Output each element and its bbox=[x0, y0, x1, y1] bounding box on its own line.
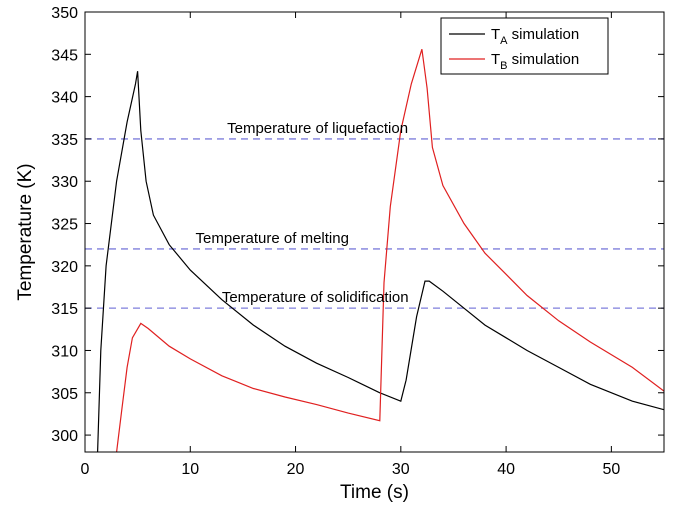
y-tick-label: 305 bbox=[51, 386, 78, 403]
y-tick-label: 350 bbox=[51, 5, 78, 22]
x-tick-label: 0 bbox=[81, 461, 90, 478]
x-axis-label: Time (s) bbox=[340, 482, 409, 503]
series-lines bbox=[97, 49, 664, 452]
y-tick-label: 325 bbox=[51, 217, 78, 234]
series-line bbox=[97, 71, 664, 452]
legend-box bbox=[440, 17, 609, 75]
y-tick-label: 335 bbox=[51, 132, 78, 149]
y-tick-label: 320 bbox=[51, 259, 78, 276]
y-axis-label: Temperature (K) bbox=[15, 163, 36, 300]
reference-labels: Temperature of liquefaction Temperature o… bbox=[196, 120, 409, 306]
reference-lines bbox=[85, 138, 664, 309]
y-tick-label: 300 bbox=[51, 428, 78, 445]
reference-line-label: Temperature of melting bbox=[196, 230, 349, 247]
plot-frame bbox=[84, 11, 665, 453]
y-tick-label: 340 bbox=[51, 90, 78, 107]
x-tick-label: 40 bbox=[497, 461, 515, 478]
legend-text: simulation bbox=[508, 26, 580, 43]
x-tick-label: 10 bbox=[181, 461, 199, 478]
reference-line-label: Temperature of liquefaction bbox=[227, 120, 408, 137]
legend-entry: TA simulation bbox=[491, 26, 579, 47]
y-tick-label: 330 bbox=[51, 174, 78, 191]
y-tick-label: 345 bbox=[51, 47, 78, 64]
legend-subscript: B bbox=[500, 60, 507, 72]
legend-symbol: T bbox=[491, 26, 500, 43]
series-line bbox=[116, 49, 664, 452]
legend-entry: TB simulation bbox=[491, 51, 579, 72]
axis-ticks: 0 10 20 30 40 50 300 305 310 315 320 325 330 335 340 34… bbox=[51, 5, 664, 478]
x-tick-label: 20 bbox=[287, 461, 305, 478]
legend-text: simulation bbox=[508, 51, 580, 68]
legend-symbol: T bbox=[491, 51, 500, 68]
x-tick-label: 30 bbox=[392, 461, 410, 478]
y-tick-label: 310 bbox=[51, 343, 78, 360]
reference-line-label: Temperature of solidification bbox=[222, 289, 409, 306]
legend-subscript: A bbox=[500, 35, 508, 47]
y-tick-label: 315 bbox=[51, 301, 78, 318]
x-tick-label: 50 bbox=[602, 461, 620, 478]
